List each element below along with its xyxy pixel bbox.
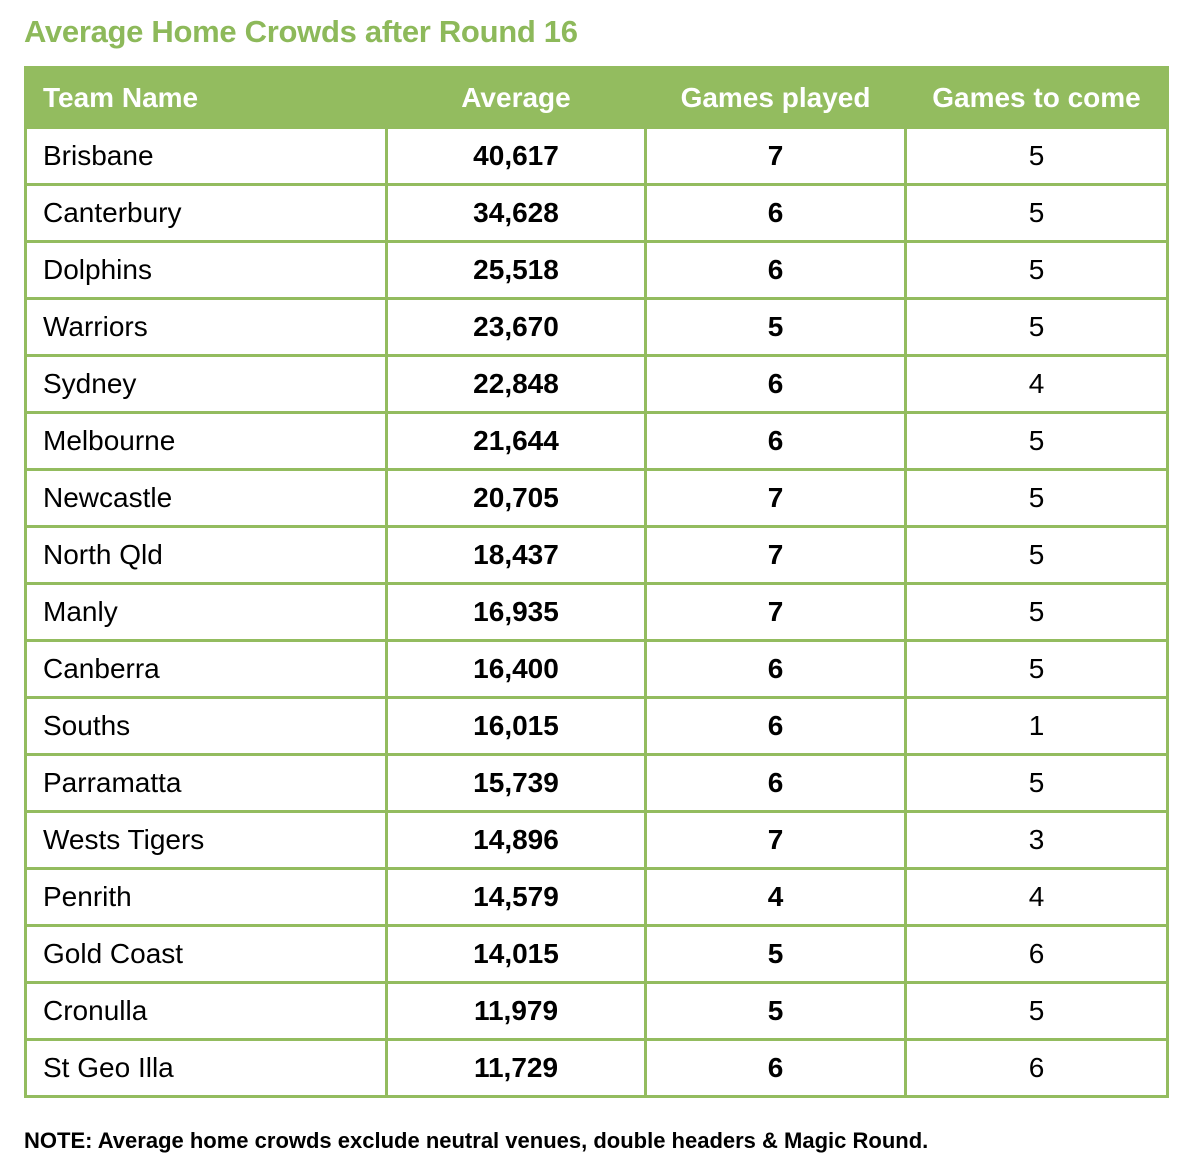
team-name-cell: Canberra: [24, 639, 388, 699]
average-cell: 16,015: [385, 696, 647, 756]
games-played-cell: 6: [644, 411, 907, 471]
team-name-cell: St Geo Illa: [24, 1038, 388, 1098]
team-name-cell: Canterbury: [24, 183, 388, 243]
table-row: Warriors 23,670 5 5: [24, 297, 1169, 357]
average-cell: 22,848: [385, 354, 647, 414]
games-to-come-cell: 5: [904, 582, 1169, 642]
table-row: Newcastle 20,705 7 5: [24, 468, 1169, 528]
average-cell: 14,579: [385, 867, 647, 927]
team-name-cell: North Qld: [24, 525, 388, 585]
games-to-come-cell: 5: [904, 126, 1169, 186]
games-to-come-cell: 5: [904, 525, 1169, 585]
games-played-cell: 4: [644, 867, 907, 927]
games-played-cell: 6: [644, 1038, 907, 1098]
footnote: NOTE: Average home crowds exclude neutra…: [24, 1128, 929, 1153]
average-cell: 25,518: [385, 240, 647, 300]
page-title: Average Home Crowds after Round 16: [24, 14, 578, 49]
table-row: St Geo Illa 11,729 6 6: [24, 1038, 1169, 1098]
crowds-table: Team Name Average Games played Games to …: [24, 66, 1169, 1098]
games-played-cell: 6: [644, 240, 907, 300]
average-cell: 40,617: [385, 126, 647, 186]
column-header-team-name: Team Name: [24, 66, 388, 129]
table-row: Canterbury 34,628 6 5: [24, 183, 1169, 243]
games-to-come-cell: 1: [904, 696, 1169, 756]
team-name-cell: Manly: [24, 582, 388, 642]
table-row: Cronulla 11,979 5 5: [24, 981, 1169, 1041]
games-to-come-cell: 5: [904, 240, 1169, 300]
average-cell: 15,739: [385, 753, 647, 813]
average-cell: 18,437: [385, 525, 647, 585]
table-row: North Qld 18,437 7 5: [24, 525, 1169, 585]
table-row: Penrith 14,579 4 4: [24, 867, 1169, 927]
games-to-come-cell: 5: [904, 411, 1169, 471]
table-row: Parramatta 15,739 6 5: [24, 753, 1169, 813]
games-to-come-cell: 5: [904, 981, 1169, 1041]
games-played-cell: 6: [644, 183, 907, 243]
column-header-games-to-come: Games to come: [904, 66, 1169, 129]
header-row: Team Name Average Games played Games to …: [24, 66, 1169, 129]
games-played-cell: 5: [644, 924, 907, 984]
games-to-come-cell: 4: [904, 354, 1169, 414]
games-to-come-cell: 5: [904, 183, 1169, 243]
table-body: Brisbane 40,617 7 5 Canterbury 34,628 6 5 Dolphi…: [24, 126, 1169, 1098]
games-played-cell: 7: [644, 126, 907, 186]
table-row: Canberra 16,400 6 5: [24, 639, 1169, 699]
table-row: Melbourne 21,644 6 5: [24, 411, 1169, 471]
table-header: Team Name Average Games played Games to …: [24, 66, 1169, 129]
games-played-cell: 6: [644, 753, 907, 813]
team-name-cell: Melbourne: [24, 411, 388, 471]
games-played-cell: 5: [644, 981, 907, 1041]
average-cell: 14,015: [385, 924, 647, 984]
average-cell: 20,705: [385, 468, 647, 528]
team-name-cell: Newcastle: [24, 468, 388, 528]
games-played-cell: 7: [644, 468, 907, 528]
table-row: Gold Coast 14,015 5 6: [24, 924, 1169, 984]
games-to-come-cell: 6: [904, 1038, 1169, 1098]
games-to-come-cell: 5: [904, 753, 1169, 813]
team-name-cell: Warriors: [24, 297, 388, 357]
team-name-cell: Dolphins: [24, 240, 388, 300]
games-played-cell: 5: [644, 297, 907, 357]
team-name-cell: Souths: [24, 696, 388, 756]
average-cell: 34,628: [385, 183, 647, 243]
table-row: Wests Tigers 14,896 7 3: [24, 810, 1169, 870]
games-to-come-cell: 5: [904, 468, 1169, 528]
games-played-cell: 6: [644, 696, 907, 756]
games-played-cell: 7: [644, 582, 907, 642]
average-cell: 14,896: [385, 810, 647, 870]
games-to-come-cell: 5: [904, 297, 1169, 357]
table-row: Souths 16,015 6 1: [24, 696, 1169, 756]
team-name-cell: Sydney: [24, 354, 388, 414]
table-row: Dolphins 25,518 6 5: [24, 240, 1169, 300]
average-cell: 23,670: [385, 297, 647, 357]
games-played-cell: 6: [644, 639, 907, 699]
team-name-cell: Parramatta: [24, 753, 388, 813]
table-row: Sydney 22,848 6 4: [24, 354, 1169, 414]
average-cell: 16,935: [385, 582, 647, 642]
team-name-cell: Gold Coast: [24, 924, 388, 984]
team-name-cell: Cronulla: [24, 981, 388, 1041]
team-name-cell: Wests Tigers: [24, 810, 388, 870]
games-played-cell: 7: [644, 525, 907, 585]
average-cell: 11,729: [385, 1038, 647, 1098]
table-row: Brisbane 40,617 7 5: [24, 126, 1169, 186]
games-played-cell: 7: [644, 810, 907, 870]
average-cell: 21,644: [385, 411, 647, 471]
average-cell: 11,979: [385, 981, 647, 1041]
games-to-come-cell: 3: [904, 810, 1169, 870]
table-row: Manly 16,935 7 5: [24, 582, 1169, 642]
column-header-average: Average: [385, 66, 647, 129]
average-cell: 16,400: [385, 639, 647, 699]
games-to-come-cell: 5: [904, 639, 1169, 699]
team-name-cell: Brisbane: [24, 126, 388, 186]
games-to-come-cell: 4: [904, 867, 1169, 927]
games-to-come-cell: 6: [904, 924, 1169, 984]
team-name-cell: Penrith: [24, 867, 388, 927]
games-played-cell: 6: [644, 354, 907, 414]
column-header-games-played: Games played: [644, 66, 907, 129]
